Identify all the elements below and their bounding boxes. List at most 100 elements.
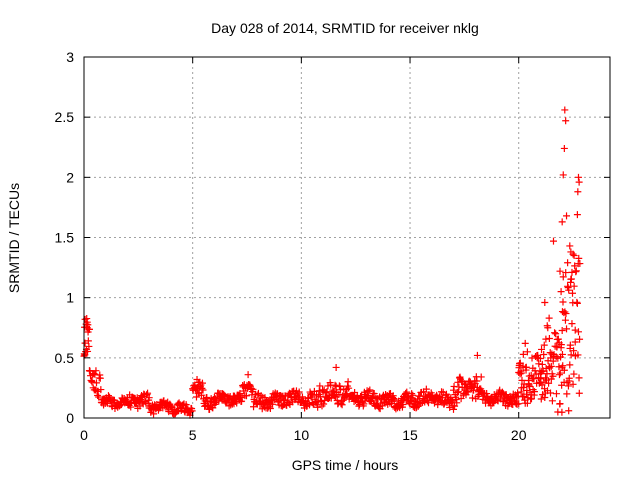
data-point (518, 376, 526, 384)
data-point (145, 394, 153, 402)
data-point (173, 407, 181, 415)
data-point (559, 362, 567, 370)
data-point (568, 320, 576, 328)
data-point (576, 335, 584, 343)
data-point (563, 325, 571, 333)
data-point (530, 375, 538, 383)
data-point (365, 387, 373, 395)
data-point (546, 389, 554, 397)
data-point (555, 363, 563, 371)
data-point (545, 334, 553, 342)
axis-ticks: 0 5 10 15 20 0 0.5 1 1.5 2 2.5 3 (55, 49, 610, 443)
data-point (538, 368, 546, 376)
data-point (575, 178, 583, 186)
data-point (353, 392, 361, 400)
data-point (373, 401, 381, 409)
data-point (566, 341, 574, 349)
data-point (571, 338, 579, 346)
data-point (535, 360, 543, 368)
y-tick-label: 3 (66, 49, 74, 65)
data-point (561, 316, 569, 324)
data-point (569, 289, 577, 297)
data-point (370, 390, 378, 398)
data-point (549, 237, 557, 245)
data-point (570, 347, 578, 355)
data-point (558, 218, 566, 226)
chart-title: Day 028 of 2014, SRMTID for receiver nkl… (211, 20, 479, 36)
data-point (332, 363, 340, 371)
data-point (548, 397, 556, 405)
data-point (560, 144, 568, 152)
x-axis-label: GPS time / hours (292, 457, 399, 473)
data-point (453, 389, 461, 397)
data-point (473, 351, 481, 359)
data-point (100, 401, 108, 409)
grid (84, 57, 610, 418)
data-point (198, 379, 206, 387)
data-point (567, 275, 575, 283)
data-point (464, 388, 472, 396)
data-point (338, 401, 346, 409)
data-point (554, 335, 562, 343)
data-point (546, 364, 554, 372)
data-point (250, 403, 258, 411)
data-point (366, 386, 374, 394)
data-point (331, 381, 339, 389)
x-tick-label: 5 (189, 427, 197, 443)
data-point (519, 350, 527, 358)
data-point (473, 377, 481, 385)
data-point (552, 390, 560, 398)
data-point (316, 382, 324, 390)
data-point (551, 329, 559, 337)
data-point (399, 401, 407, 409)
data-point (570, 370, 578, 378)
data-point (538, 345, 546, 353)
data-point (344, 378, 352, 386)
data-point (517, 369, 525, 377)
data-point (85, 342, 93, 350)
data-point (559, 273, 567, 281)
data-point (575, 254, 583, 262)
data-point (97, 386, 105, 394)
data-point (565, 407, 573, 415)
data-point (573, 211, 581, 219)
data-point (544, 324, 552, 332)
data-point (563, 212, 571, 220)
data-point (556, 267, 564, 275)
data-point (555, 371, 563, 379)
data-point (572, 267, 580, 275)
data-point (199, 386, 207, 394)
data-point (450, 405, 458, 413)
data-point (561, 106, 569, 114)
data-point (314, 403, 322, 411)
data-point (567, 248, 575, 256)
data-point (523, 386, 531, 394)
data-point (557, 288, 565, 296)
scatter-points (80, 106, 584, 419)
data-point (566, 361, 574, 369)
data-point (540, 351, 548, 359)
data-point (558, 327, 566, 335)
data-point (81, 315, 89, 323)
data-point (562, 310, 570, 318)
data-point (522, 363, 530, 371)
y-tick-label: 0.5 (55, 350, 75, 366)
data-point (574, 351, 582, 359)
data-point (536, 354, 544, 362)
data-point (257, 392, 265, 400)
data-point (192, 384, 200, 392)
data-point (564, 259, 572, 267)
data-point (562, 269, 570, 277)
y-tick-label: 0 (66, 410, 74, 426)
x-tick-label: 20 (511, 427, 527, 443)
data-point (554, 408, 562, 416)
data-point (565, 374, 573, 382)
data-point (249, 385, 257, 393)
data-point (92, 379, 100, 387)
data-point (562, 117, 570, 125)
data-point (434, 401, 442, 409)
data-point (83, 324, 91, 332)
data-point (541, 298, 549, 306)
data-point (540, 341, 548, 349)
y-tick-label: 1 (66, 290, 74, 306)
